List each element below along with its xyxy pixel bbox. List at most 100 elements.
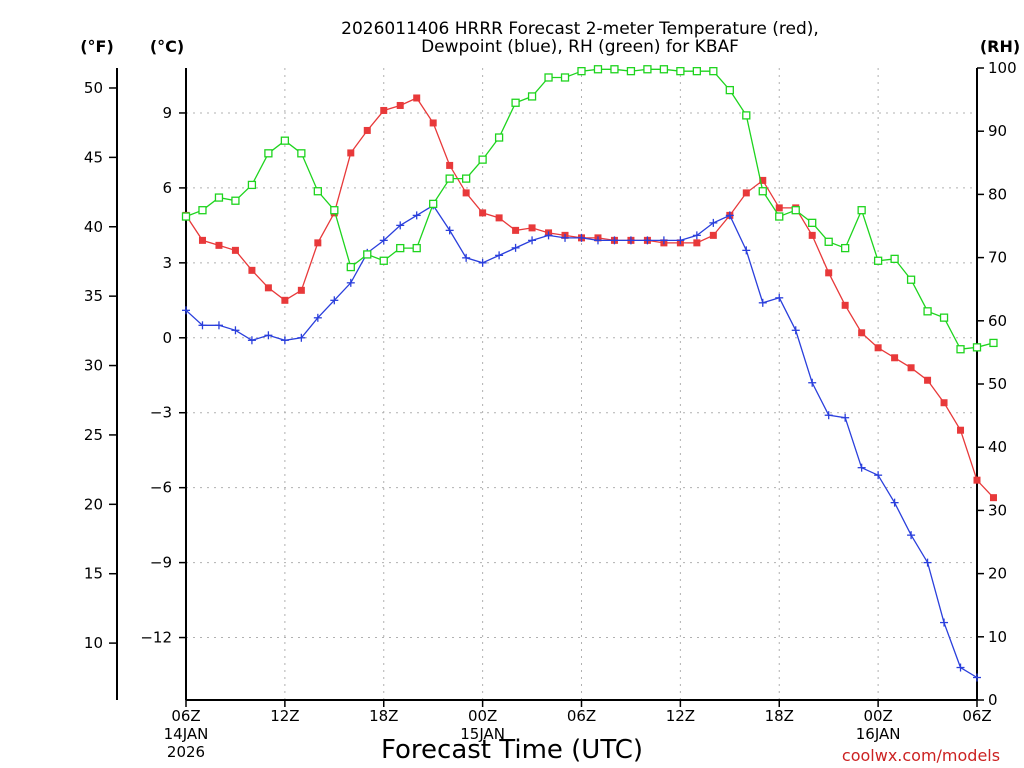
celsius-unit-label: (°C)	[150, 37, 184, 56]
temperature-point	[858, 329, 866, 337]
dewpoint-point	[544, 231, 553, 240]
temperature-point	[874, 344, 882, 352]
rh-point	[676, 67, 685, 76]
dewpoint-point	[264, 331, 273, 340]
rh-point	[396, 243, 405, 253]
temperature-point	[396, 101, 404, 109]
dewpoint-point	[198, 321, 207, 330]
rh-tick-label: 100	[988, 59, 1017, 77]
dewpoint-point	[824, 411, 833, 420]
rh-point	[873, 256, 883, 265]
dewpoint-point	[742, 246, 751, 255]
series-dewpoint	[182, 201, 981, 682]
rh-point	[429, 199, 438, 209]
temperature-point	[512, 226, 520, 234]
fahrenheit-tick-label: 40	[84, 218, 103, 236]
rh-tick-label: 60	[988, 312, 1007, 330]
dewpoint-point	[182, 306, 190, 315]
time-tick-label: 18Z	[369, 707, 398, 725]
time-tick-label: 00Z	[863, 707, 892, 725]
dewpoint-point	[874, 471, 883, 480]
series-line	[185, 97, 994, 499]
chart-title-line-1: 2026011406 HRRR Forecast 2-meter Tempera…	[341, 19, 819, 39]
rh-unit-label: (RH)	[980, 37, 1020, 56]
celsius-tick-label: 3	[162, 254, 172, 272]
dewpoint-point	[528, 236, 537, 245]
dewpoint-point	[247, 336, 256, 345]
time-tick-label: 06Z	[171, 707, 200, 725]
rh-point	[775, 212, 784, 221]
fahrenheit-tick-label: 15	[84, 565, 103, 583]
rh-point	[610, 65, 619, 74]
temperature-point	[528, 224, 536, 232]
rh-point	[824, 237, 833, 246]
temperature-point	[957, 426, 965, 434]
temperature-point	[825, 269, 833, 277]
dewpoint-point	[907, 531, 916, 540]
rh-point	[841, 243, 850, 253]
rh-point	[643, 65, 652, 74]
rh-point	[379, 256, 388, 265]
dewpoint-point	[561, 233, 570, 242]
rh-point	[758, 187, 767, 196]
year-tick-label: 2026	[167, 743, 205, 761]
temperature-point	[297, 286, 305, 294]
dewpoint-point	[577, 233, 586, 242]
rh-tick-label: 40	[988, 438, 1007, 456]
rh-point	[313, 187, 322, 196]
rh-point	[742, 111, 751, 120]
rh-point	[330, 206, 339, 215]
dewpoint-point	[676, 236, 685, 245]
fahrenheit-tick-label: 10	[84, 634, 103, 652]
temperature-point	[479, 209, 487, 217]
temperature-point	[380, 106, 388, 114]
dewpoint-point	[643, 236, 652, 245]
rh-tick-label: 0	[988, 691, 998, 709]
temperature-point	[940, 399, 948, 407]
rh-point	[709, 67, 718, 76]
temperature-point	[231, 246, 239, 254]
temperature-point	[215, 241, 223, 249]
temperature-point	[907, 364, 915, 372]
rh-point	[280, 136, 290, 145]
rh-point	[857, 206, 866, 215]
series-line	[185, 68, 994, 350]
temperature-point	[775, 204, 783, 212]
chart-title-line-2: Dewpoint (blue), RH (green) for KBAF	[421, 37, 739, 57]
data-series	[181, 65, 998, 682]
rh-point	[544, 73, 553, 82]
dewpoint-point	[593, 236, 602, 245]
rh-point	[923, 307, 932, 316]
temperature-point	[709, 231, 717, 239]
temperature-point	[841, 301, 849, 309]
series-rh	[181, 65, 998, 354]
temperature-point	[495, 214, 503, 222]
dewpoint-point	[725, 211, 734, 220]
temperature-point	[413, 94, 421, 102]
celsius-tick-label: 6	[162, 179, 172, 197]
temperature-point	[462, 189, 470, 197]
dewpoint-point	[313, 313, 322, 322]
dewpoint-point	[297, 333, 306, 342]
dewpoint-point	[610, 236, 619, 245]
rh-point	[890, 254, 899, 264]
celsius-tick-label: 0	[162, 329, 172, 347]
temperature-point	[973, 476, 981, 484]
series-line	[185, 204, 978, 679]
temperature-point	[429, 119, 437, 127]
dewpoint-point	[495, 251, 504, 260]
dewpoint-point	[692, 231, 701, 240]
rh-point	[181, 212, 191, 221]
fahrenheit-tick-label: 50	[84, 79, 103, 97]
fahrenheit-tick-label: 30	[84, 357, 103, 375]
dewpoint-point	[841, 413, 850, 422]
celsius-tick-label: −3	[150, 404, 172, 422]
dewpoint-point	[923, 558, 932, 567]
temperature-point	[693, 239, 701, 247]
fahrenheit-tick-label: 35	[84, 287, 103, 305]
dewpoint-point	[659, 236, 668, 245]
x-axis-label: Forecast Time (UTC)	[381, 735, 643, 765]
credit-link[interactable]: coolwx.com/models	[842, 746, 1000, 765]
temperature-point	[446, 161, 454, 169]
dewpoint-point	[379, 236, 388, 245]
